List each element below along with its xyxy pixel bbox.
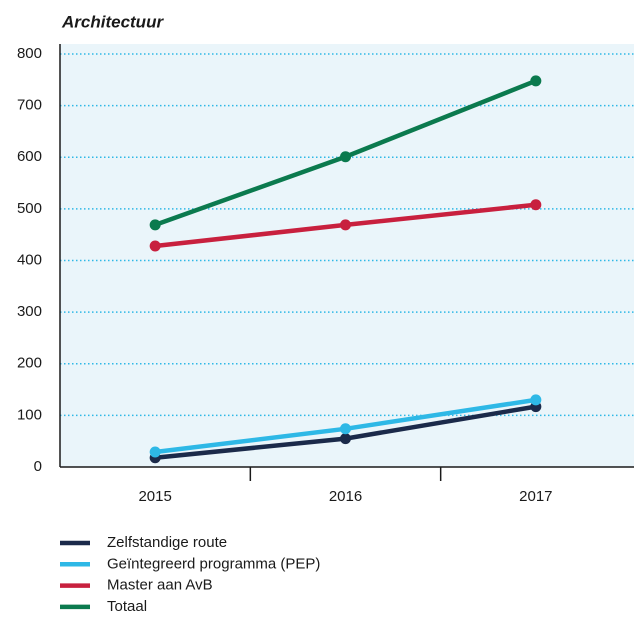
y-tick-label: 0 bbox=[34, 458, 42, 475]
y-tick-label: 200 bbox=[17, 355, 42, 372]
y-tick-label: 800 bbox=[17, 45, 42, 62]
y-tick-label: 300 bbox=[17, 303, 42, 320]
y-tick-label: 600 bbox=[17, 148, 42, 165]
y-tick-label: 400 bbox=[17, 251, 42, 268]
plot-background bbox=[60, 44, 634, 467]
legend-label: Totaal bbox=[107, 598, 147, 615]
point bbox=[340, 151, 351, 163]
y-tick-label: 700 bbox=[17, 97, 42, 114]
x-tick-label: 2016 bbox=[329, 488, 362, 505]
point bbox=[530, 75, 542, 87]
point bbox=[149, 219, 161, 231]
point bbox=[530, 394, 542, 406]
point bbox=[530, 199, 542, 211]
chart-title: Architectuur bbox=[61, 12, 164, 31]
y-tick-label: 100 bbox=[17, 406, 42, 423]
x-tick-label: 2015 bbox=[138, 488, 171, 505]
y-tick-label: 500 bbox=[17, 200, 42, 217]
point bbox=[340, 219, 351, 231]
point bbox=[149, 446, 161, 458]
legend-label: Zelfstandige route bbox=[107, 534, 227, 551]
point bbox=[149, 240, 161, 252]
point bbox=[340, 433, 351, 445]
legend-label: Geïntegreerd programma (PEP) bbox=[107, 555, 320, 572]
x-tick-label: 2017 bbox=[519, 488, 552, 505]
point bbox=[340, 423, 351, 435]
legend-label: Master aan AvB bbox=[107, 577, 213, 594]
